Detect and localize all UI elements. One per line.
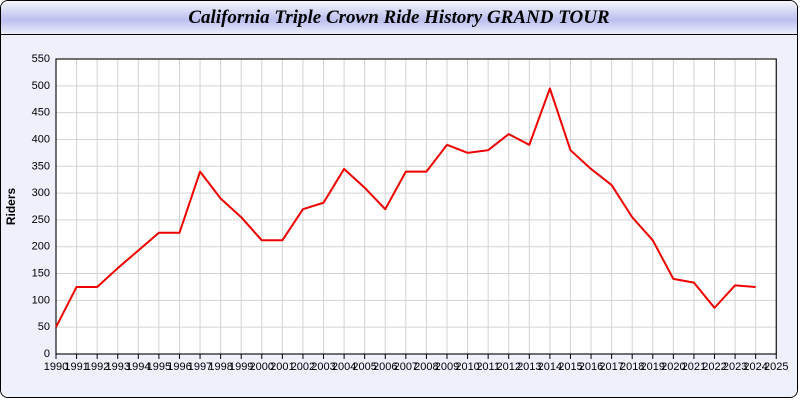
svg-text:100: 100 [32,294,50,306]
svg-text:350: 350 [32,160,50,172]
svg-text:550: 550 [32,53,50,65]
svg-text:300: 300 [32,187,50,199]
svg-text:0: 0 [44,348,50,360]
svg-text:50: 50 [38,321,50,333]
svg-text:150: 150 [32,268,50,280]
svg-text:2025: 2025 [764,361,788,373]
svg-text:400: 400 [32,133,50,145]
svg-text:250: 250 [32,214,50,226]
svg-text:200: 200 [32,241,50,253]
svg-text:Riders: Riders [4,188,18,226]
svg-text:500: 500 [32,80,50,92]
svg-text:450: 450 [32,107,50,119]
